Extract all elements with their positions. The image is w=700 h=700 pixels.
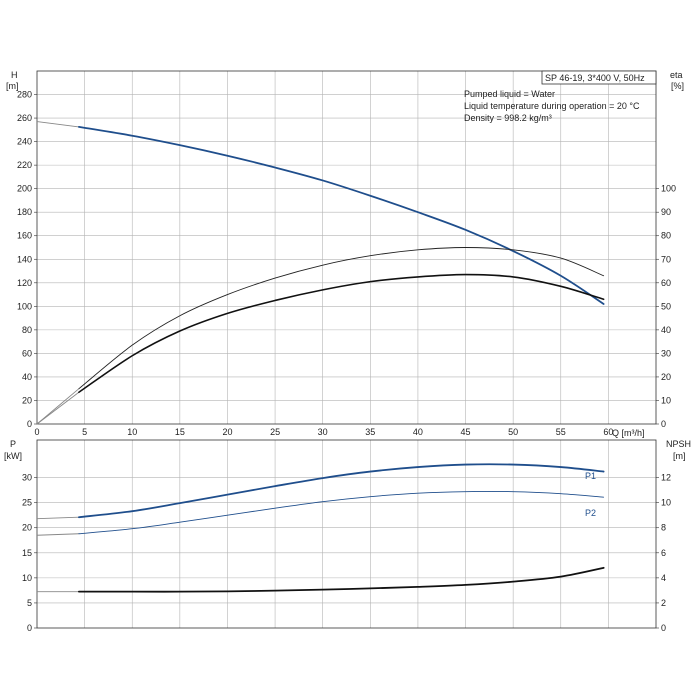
top-left-tick-20: 20 — [22, 395, 32, 405]
bottom-right-tick-8: 8 — [661, 523, 666, 533]
bottom-series-0-line — [78, 463, 605, 519]
info-line-temperature: Liquid temperature during operation = 20… — [464, 101, 640, 111]
x-tick-35: 35 — [365, 427, 375, 437]
top-chart-frame — [36, 70, 657, 425]
x-tick-30: 30 — [318, 427, 328, 437]
top-right-tick-50: 50 — [661, 301, 671, 311]
x-tick-45: 45 — [461, 427, 471, 437]
top-left-tick-260: 260 — [17, 113, 32, 123]
top-right-tick-40: 40 — [661, 325, 671, 335]
p-axis-unit: [kW] — [4, 451, 22, 461]
x-tick-5: 5 — [82, 427, 87, 437]
bottom-chart-grid — [37, 440, 656, 628]
top-left-tick-280: 280 — [17, 90, 32, 100]
top-chart-grid — [37, 71, 656, 424]
bottom-chart-series — [36, 463, 605, 593]
bottom-left-tick-5: 5 — [27, 598, 32, 608]
x-tick-50: 50 — [508, 427, 518, 437]
p1-series-label: P1 — [585, 471, 596, 481]
top-right-tick-20: 20 — [661, 372, 671, 382]
top-left-tick-40: 40 — [22, 372, 32, 382]
top-left-tick-100: 100 — [17, 301, 32, 311]
top-right-tick-30: 30 — [661, 348, 671, 358]
top-left-tick-220: 220 — [17, 160, 32, 170]
bottom-left-tick-0: 0 — [27, 623, 32, 633]
top-left-tick-140: 140 — [17, 254, 32, 264]
bottom-left-tick-20: 20 — [22, 523, 32, 533]
bottom-right-tick-0: 0 — [661, 623, 666, 633]
p2-series-label: P2 — [585, 508, 596, 518]
x-tick-55: 55 — [556, 427, 566, 437]
top-left-tick-240: 240 — [17, 137, 32, 147]
top-chart-ticks: 0204060801001201401601802002202402602800… — [17, 90, 676, 437]
x-tick-60: 60 — [603, 427, 613, 437]
npsh-axis-unit: [m] — [673, 451, 686, 461]
p-axis-label: P — [10, 439, 16, 449]
top-series-2-line — [78, 273, 605, 394]
bottom-right-tick-2: 2 — [661, 598, 666, 608]
bottom-right-tick-12: 12 — [661, 473, 671, 483]
top-left-tick-180: 180 — [17, 207, 32, 217]
bottom-series-2-line — [78, 566, 605, 593]
info-line-liquid: Pumped liquid = Water — [464, 89, 555, 99]
info-line-density: Density = 998.2 kg/m³ — [464, 113, 552, 123]
h-axis-label: H — [11, 70, 18, 80]
bottom-left-tick-30: 30 — [22, 473, 32, 483]
x-tick-40: 40 — [413, 427, 423, 437]
top-right-tick-0: 0 — [661, 419, 666, 429]
top-left-tick-160: 160 — [17, 231, 32, 241]
top-series-1-extension-line — [36, 388, 80, 425]
bottom-right-tick-4: 4 — [661, 573, 666, 583]
top-right-tick-70: 70 — [661, 254, 671, 264]
x-tick-20: 20 — [222, 427, 232, 437]
x-tick-10: 10 — [127, 427, 137, 437]
top-right-tick-90: 90 — [661, 207, 671, 217]
pump-label-box — [541, 70, 657, 85]
top-right-tick-80: 80 — [661, 231, 671, 241]
pump-label: SP 46-19, 3*400 V, 50Hz — [545, 73, 645, 83]
top-right-tick-10: 10 — [661, 395, 671, 405]
top-series-0-extension-line — [36, 121, 79, 128]
top-left-tick-120: 120 — [17, 278, 32, 288]
bottom-left-tick-10: 10 — [22, 573, 32, 583]
x-tick-15: 15 — [175, 427, 185, 437]
bottom-series-1-extension-line — [36, 533, 79, 536]
top-left-tick-0: 0 — [27, 419, 32, 429]
bottom-series-1-line — [78, 490, 605, 535]
x-tick-25: 25 — [270, 427, 280, 437]
top-right-tick-100: 100 — [661, 184, 676, 194]
q-axis-label: Q [m³/h] — [612, 428, 645, 438]
top-series-0-line — [78, 125, 605, 305]
top-left-tick-200: 200 — [17, 184, 32, 194]
bottom-left-tick-25: 25 — [22, 498, 32, 508]
eta-axis-label: eta — [670, 70, 683, 80]
top-chart-series — [36, 121, 605, 425]
bottom-chart-ticks: 0 5 10 15 20 25 30 0 2 4 6 8 10 12 — [22, 473, 671, 633]
eta-axis-unit: [%] — [671, 81, 684, 91]
top-left-tick-80: 80 — [22, 325, 32, 335]
top-series-2-extension-line — [36, 391, 80, 425]
h-axis-unit: [m] — [6, 81, 19, 91]
bottom-right-tick-10: 10 — [661, 498, 671, 508]
top-left-tick-60: 60 — [22, 348, 32, 358]
x-tick-0: 0 — [34, 427, 39, 437]
bottom-series-0-extension-line — [36, 516, 79, 520]
bottom-chart-frame — [36, 439, 657, 629]
top-right-tick-60: 60 — [661, 278, 671, 288]
bottom-left-tick-15: 15 — [22, 548, 32, 558]
top-series-1-line — [78, 247, 605, 390]
npsh-axis-label: NPSH — [666, 439, 691, 449]
bottom-right-tick-6: 6 — [661, 548, 666, 558]
